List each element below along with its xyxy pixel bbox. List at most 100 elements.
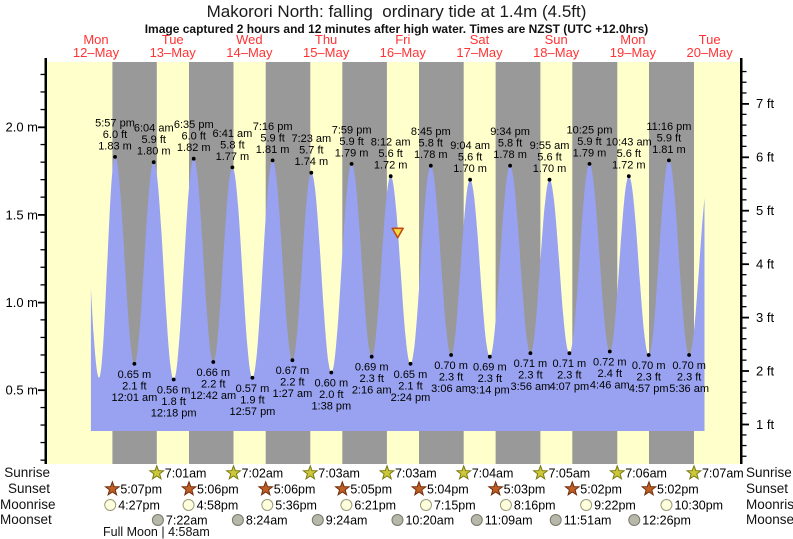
low-tide-dot [408,361,413,366]
right-axis-tick [742,402,747,404]
sunrise-time: 7:07am [702,467,744,481]
high-tide-time: 11:16 pm [646,121,691,133]
day-label-name: Sat [470,32,490,47]
sunrise-time: 7:04am [472,467,514,481]
low-tide-dot [528,351,533,356]
low-tide-height-ft: 2.3 ft [518,370,542,382]
right-axis-tick [742,391,747,393]
page-title: Makorori North: falling ordinary tide at… [206,2,587,21]
low-tide-height-m: 0.71 m [514,358,548,370]
low-tide-time: 5:36 am [669,383,709,395]
sunset-row-label-right: Sunset [746,481,789,496]
low-tide-height-m: 0.70 m [672,360,706,372]
high-tide-height-m: 1.82 m [177,142,211,154]
high-tide-height-ft: 5.6 ft [378,148,402,160]
high-tide-height-ft: 6.0 ft [103,129,127,141]
high-tide-dot [230,165,235,170]
high-tide-time: 9:04 am [450,140,490,152]
moonset-time: 9:24am [326,514,368,528]
low-tide-height-m: 0.70 m [632,360,666,372]
low-tide-time: 2:24 pm [391,392,431,404]
low-tide-time: 2:16 am [352,385,392,397]
high-tide-dot [270,158,275,163]
low-tide-height-ft: 2.3 ft [478,373,502,385]
moonset-moon-icon [549,514,562,526]
left-axis-tick [38,214,45,216]
right-axis-line [740,58,743,464]
high-tide-height-ft: 5.9 ft [339,136,363,148]
moonset-time: 12:26pm [642,514,691,528]
low-tide-height-m: 0.65 m [394,369,428,381]
right-axis-label: 5 ft [756,203,774,218]
left-axis-tick [38,301,45,304]
sunset-star-icon [257,480,274,496]
moonrise-moon-icon [261,499,274,511]
low-tide-dot [132,361,137,366]
moonrise-moon-icon [580,499,593,511]
right-axis-tick [742,92,747,94]
moonset-moon-icon [151,514,164,526]
low-tide-dot [369,354,374,359]
moonset-time: 7:22am [166,514,208,528]
high-tide-height-m: 1.72 m [374,160,408,172]
high-tide-time: 7:23 am [291,133,331,145]
low-tide-time: 1:38 pm [311,401,351,413]
left-axis-tick [40,161,45,163]
right-axis-tick [742,113,747,115]
moonset-moon-icon [628,514,641,526]
low-tide-dot [487,354,492,359]
day-label-name: Wed [236,32,263,47]
moonrise-time: 7:15pm [434,499,476,513]
low-tide-dot [171,377,176,382]
low-tide-height-ft: 2.3 ft [557,370,581,382]
moonset-moon-icon [391,514,404,526]
left-axis-tick [40,441,45,444]
high-tide-height-m: 1.81 m [652,144,686,156]
low-tide-dot [250,375,255,380]
high-tide-height-ft: 5.9 ft [657,132,681,144]
right-axis-tick [742,316,749,319]
right-axis-label: 1 ft [756,417,774,432]
sunrise-star-icon [532,464,549,480]
day-label-date: 14–May [226,45,273,60]
right-axis-tick [742,434,747,436]
high-tide-time: 8:12 am [371,137,411,149]
left-axis-tick [40,108,45,111]
low-tide-time: 12:01 am [111,392,157,404]
moonrise-moon-icon [660,499,673,511]
right-axis-tick [742,263,749,266]
right-axis-label: 4 ft [756,256,774,271]
low-tide-height-ft: 2.2 ft [280,377,304,389]
sunset-time: 5:06pm [274,483,316,497]
high-tide-height-ft: 5.6 ft [537,152,561,164]
high-tide-dot [428,163,433,168]
high-tide-dot [309,170,314,175]
right-axis-tick [742,338,747,340]
low-tide-height-ft: 2.3 ft [439,371,463,383]
high-tide-time: 6:41 am [213,128,253,140]
low-tide-height-m: 0.67 m [276,365,310,377]
sunset-star-icon [334,480,351,496]
low-tide-height-ft: 2.1 ft [122,380,146,392]
high-tide-height-m: 1.72 m [612,160,646,172]
moonset-time: 11:09am [485,514,533,528]
sunset-star-icon [640,480,658,496]
right-axis-tick [742,231,747,233]
high-tide-dot [151,160,156,165]
low-tide-time: 4:46 am [590,379,630,391]
right-axis-tick [742,423,749,426]
day-label-name: Thu [315,32,337,47]
right-axis-label: 6 ft [756,150,774,165]
low-tide-height-ft: 2.4 ft [598,368,622,380]
high-tide-height-m: 1.81 m [256,144,290,156]
high-tide-time: 8:45 pm [411,126,451,138]
day-label-date: 20–May [686,45,733,60]
high-tide-time: 9:34 pm [490,126,530,138]
high-tide-height-m: 1.79 m [573,147,607,159]
sunrise-time: 7:05am [548,467,590,481]
high-tide-height-m: 1.70 m [453,163,487,175]
low-tide-height-m: 0.71 m [553,358,587,370]
sunset-star-icon [564,480,581,496]
right-axis-tick [742,188,747,190]
left-axis-tick [40,73,45,76]
